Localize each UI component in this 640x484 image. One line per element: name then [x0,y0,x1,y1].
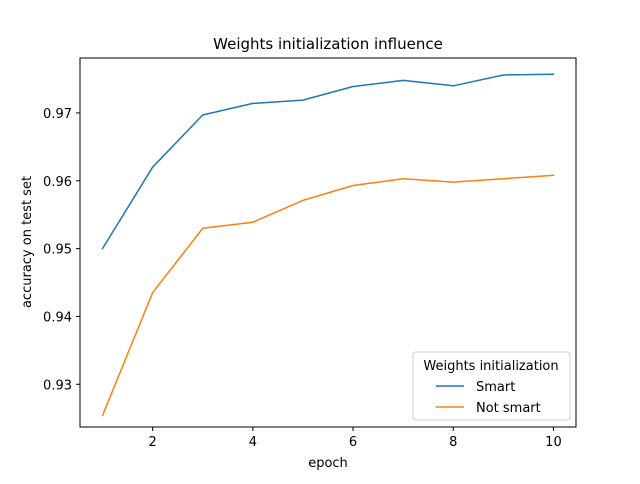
y-axis: 0.93 0.94 0.95 0.96 0.97 [43,107,80,393]
series-layer [101,73,555,417]
legend-label-smart: Smart [476,380,515,395]
x-axis: 2 4 6 8 10 [149,427,562,450]
legend-label-not-smart: Not smart [476,401,541,416]
y-tick-label: 0.95 [43,243,72,258]
x-tick-label: 6 [349,435,357,450]
x-tick-label: 4 [249,435,257,450]
x-axis-label: epoch [308,456,348,471]
plot-frame [79,57,577,428]
series-line-not-smart [101,174,555,417]
y-tick-label: 0.94 [43,310,72,325]
series-line-smart [101,73,555,250]
y-tick-label: 0.96 [43,175,72,190]
x-tick-label: 2 [149,435,157,450]
y-axis-label: accuracy on test set [20,176,35,308]
legend-box [412,351,571,421]
legend-title: Weights initialization [423,359,558,374]
x-tick-label: 10 [545,435,562,450]
chart-title: Weights initialization influence [213,35,443,53]
legend: Weights initialization Smart Not smart [412,351,571,421]
x-tick-label: 8 [449,435,457,450]
y-tick-label: 0.97 [43,107,72,122]
y-tick-label: 0.93 [43,378,72,393]
